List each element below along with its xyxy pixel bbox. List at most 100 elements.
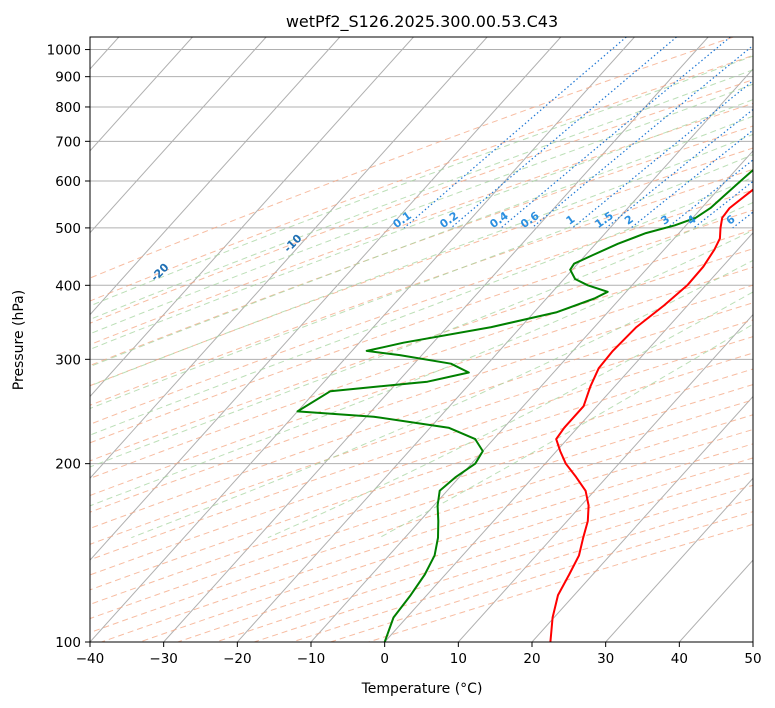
moist-adiabat-line [90, 55, 753, 307]
skewed-isotherms [90, 37, 753, 642]
x-tick-label-50: 50 [744, 651, 761, 667]
isotherm-line [678, 559, 753, 642]
plot-frame [89, 36, 754, 643]
y-tick-label-400: 400 [55, 278, 81, 294]
x-tick-label--30: −30 [149, 651, 178, 667]
x-axis-ticks: −40 −30 −20 −10 0 10 20 30 40 50 [76, 642, 762, 667]
moist-adiabat-line [90, 69, 753, 321]
isotherm-line [90, 37, 488, 480]
dewpoint-line [296, 168, 753, 642]
isotherm-line [90, 37, 267, 234]
dry-adiabat-line [368, 523, 753, 642]
dry-adiabat-line [90, 147, 753, 387]
y-tick-label-900: 900 [55, 70, 81, 86]
isotherm-line [90, 37, 193, 152]
y-tick-label-600: 600 [55, 174, 81, 190]
mixing-ratio-label-2: 2 [622, 212, 636, 227]
mixing-ratio-line-6 [732, 211, 753, 229]
x-tick-label-30: 30 [597, 651, 614, 667]
mixing-ratio-line-2 [630, 129, 753, 229]
x-tick-label--10: −10 [297, 651, 326, 667]
y-tick-label-100: 100 [55, 635, 81, 651]
dry-adiabat-line [90, 384, 753, 605]
isotherm-line [90, 37, 562, 561]
x-axis-label: Temperature (°C) [361, 681, 483, 697]
dry-adiabat-line [90, 266, 753, 497]
y-axis-ticks: 100 200 300 400 500 600 700 800 900 1000 [47, 43, 90, 651]
dry-adiabat-line [90, 37, 734, 279]
isotherm-line [605, 477, 753, 642]
y-tick-label-500: 500 [55, 221, 81, 237]
isotherm-line [531, 395, 753, 642]
x-tick-label-20: 20 [523, 651, 540, 667]
moist-adiabats [90, 55, 753, 539]
x-tick-label-40: 40 [671, 651, 688, 667]
mixing-ratio-label-4: 4 [685, 212, 699, 227]
dry-adiabat-line [90, 248, 753, 479]
moist-adiabat-line [90, 99, 753, 350]
dry-adiabats [90, 37, 753, 642]
dry-adiabat-line [90, 319, 753, 545]
dry-adiabat-line [90, 54, 753, 302]
moist-adiabat-line [267, 291, 753, 539]
dry-adiabat-line [90, 368, 753, 591]
isotherm-label-0: 0 [759, 205, 774, 220]
isotherm-line [90, 37, 635, 642]
mixing-ratio-lines [403, 37, 775, 229]
plot-area: 0.10.20.40.611.52346810131620253036-100-… [90, 37, 775, 642]
dry-adiabat-line [90, 168, 753, 406]
dry-adiabat-line [90, 102, 753, 346]
mixing-ratio-line-0.2 [450, 37, 677, 229]
moist-adiabat-line [90, 83, 753, 335]
mixing-ratio-label-8: 8 [752, 212, 766, 227]
y-axis-label: Pressure (hPa) [11, 290, 27, 390]
y-tick-label-200: 200 [55, 457, 81, 473]
mixing-ratio-line-1.5 [605, 108, 753, 229]
x-tick-label--20: −20 [223, 651, 252, 667]
dry-adiabat-line [90, 79, 753, 324]
y-tick-label-1000: 1000 [47, 43, 81, 59]
moist-adiabat-line [131, 259, 753, 539]
isotherm-line [163, 37, 709, 642]
moist-adiabat-line [90, 229, 753, 507]
mixing-ratio-line-4 [693, 180, 753, 229]
dry-adiabat-line [90, 125, 753, 367]
dry-adiabat-line [90, 352, 753, 576]
dry-adiabat-line [90, 189, 753, 425]
dry-adiabat-line [90, 336, 753, 561]
moist-adiabat-line [90, 115, 753, 368]
chart-title: wetPf2_S126.2025.300.00.53.C43 [286, 12, 558, 32]
moist-adiabat-line [90, 201, 753, 468]
moist-adiabat-line [90, 176, 753, 436]
mixing-ratio-line-0.1 [403, 37, 627, 229]
mixing-ratio-line-0.4 [500, 37, 731, 229]
moist-adiabat-line [90, 133, 753, 387]
mixing-ratio-line-1 [572, 79, 753, 229]
x-tick-label-0: 0 [380, 651, 389, 667]
dry-adiabat-line [101, 428, 753, 642]
mixing-ratio-line-0.6 [531, 44, 753, 229]
dry-adiabat-line [90, 209, 753, 444]
grid-lines [90, 49, 753, 642]
isotherm-line [752, 641, 753, 642]
profile-series [296, 168, 753, 642]
mixing-ratio-line-8 [761, 37, 775, 228]
isotherm-line [236, 68, 753, 642]
x-tick-label-10: 10 [450, 651, 467, 667]
isotherm-line [384, 231, 753, 642]
x-tick-label--40: −40 [76, 651, 105, 667]
y-tick-label-800: 800 [55, 100, 81, 116]
dry-adiabat-line [90, 302, 753, 529]
dry-adiabat-line [90, 229, 753, 462]
moist-adiabat-line [90, 154, 753, 410]
isotherm-line [90, 37, 414, 398]
isotherm-line [90, 37, 341, 316]
y-tick-label-300: 300 [55, 352, 81, 368]
dry-adiabat-line [90, 284, 753, 513]
y-tick-label-700: 700 [55, 134, 81, 150]
isotherm-line [457, 313, 753, 642]
temperature-line [549, 188, 753, 642]
dry-adiabat-line [215, 471, 753, 642]
isotherm-line [310, 150, 753, 642]
